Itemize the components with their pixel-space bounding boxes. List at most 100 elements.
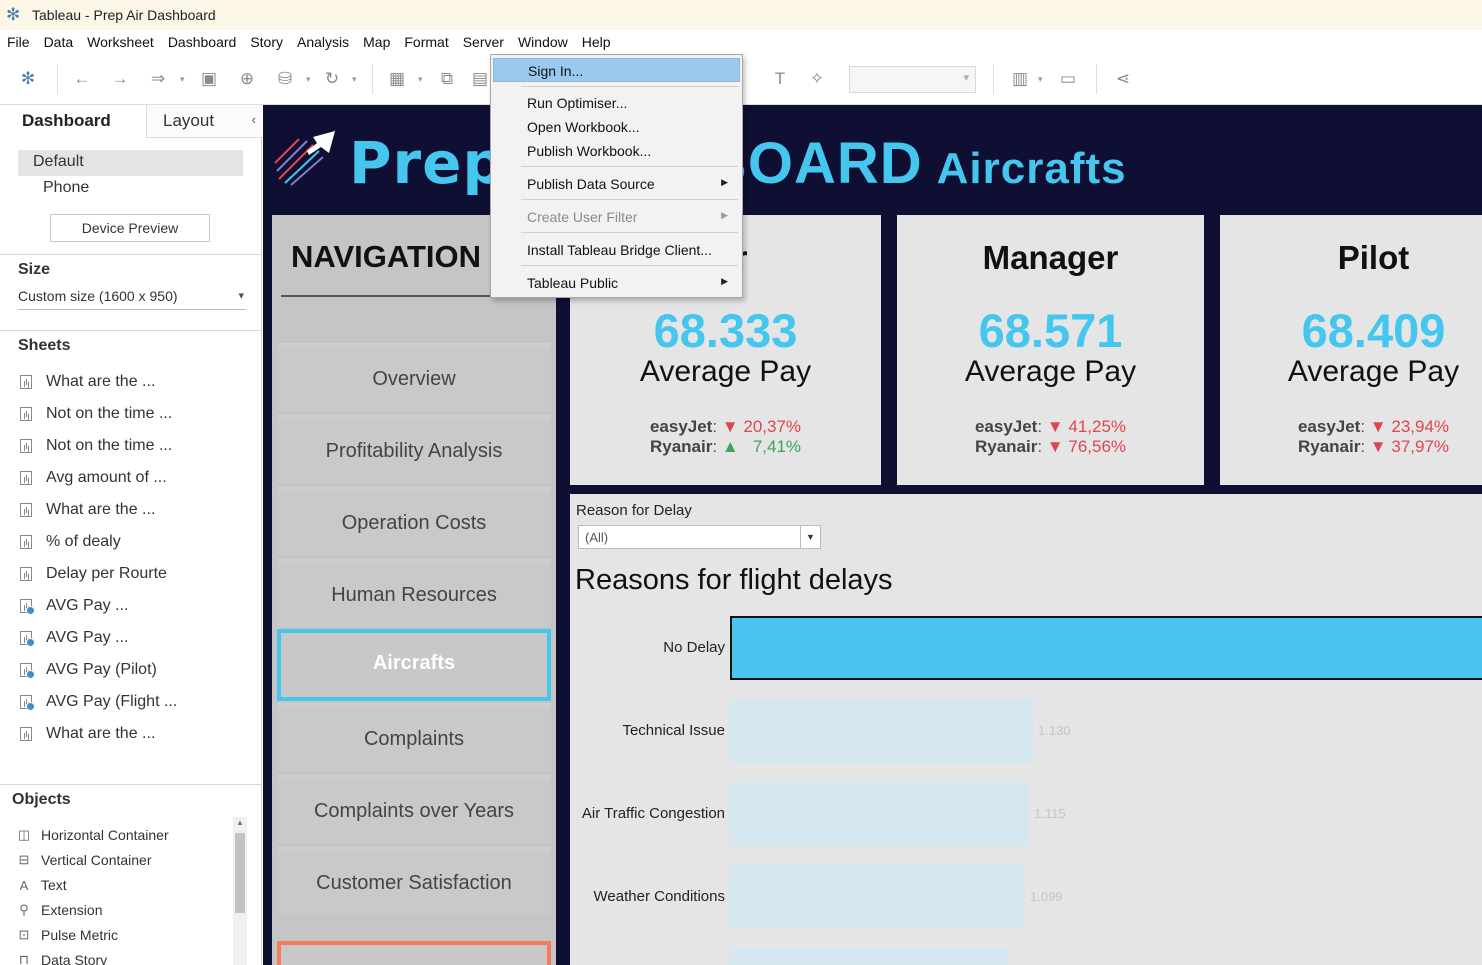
submenu-arrow-icon: ▶ bbox=[721, 177, 728, 187]
redo-icon[interactable]: → bbox=[111, 69, 129, 88]
refresh-dropdown-icon[interactable]: ▾ bbox=[352, 74, 357, 84]
presentation-mode-icon[interactable]: ▭ bbox=[1059, 69, 1077, 88]
clear-sheet-icon[interactable]: ▤ bbox=[471, 69, 489, 88]
share-icon[interactable]: ⋖ bbox=[1115, 69, 1131, 88]
nav-complaints[interactable]: Complaints bbox=[277, 703, 551, 771]
menu-install-bridge-client[interactable]: Install Tableau Bridge Client... bbox=[493, 238, 740, 262]
show-labels-icon[interactable]: T bbox=[774, 69, 786, 88]
chart-bar[interactable] bbox=[730, 948, 1009, 965]
sheet-item[interactable]: AVG Pay ... bbox=[20, 594, 128, 618]
menu-item-label: Publish Workbook... bbox=[527, 143, 652, 159]
side-pane-tabs: Dashboard Layout ‹ bbox=[0, 105, 262, 138]
menu-story[interactable]: Story bbox=[250, 34, 283, 50]
save-icon[interactable]: ▣ bbox=[200, 69, 218, 88]
chart-bar[interactable] bbox=[730, 782, 1029, 846]
new-data-source-icon[interactable]: ⊕ bbox=[239, 69, 255, 88]
bar-value-label: 1.115 bbox=[1034, 806, 1066, 821]
sheet-item[interactable]: AVG Pay (Flight ... bbox=[20, 690, 177, 714]
chart-bar[interactable] bbox=[730, 616, 1482, 680]
duplicate-icon[interactable]: ⧉ bbox=[440, 69, 454, 88]
replay-icon[interactable]: ⇒ bbox=[150, 69, 166, 88]
new-worksheet-dropdown-icon[interactable]: ▾ bbox=[418, 74, 423, 84]
scrollbar-thumb[interactable] bbox=[235, 833, 245, 913]
chevron-down-icon[interactable]: ▼ bbox=[800, 526, 820, 548]
object-item[interactable]: A Text bbox=[16, 874, 67, 896]
size-select-value: Custom size (1600 x 950) bbox=[18, 288, 178, 304]
divider bbox=[0, 330, 261, 331]
tab-dashboard[interactable]: Dashboard bbox=[0, 105, 146, 138]
nav-overview[interactable]: Overview bbox=[277, 343, 551, 411]
sheet-item[interactable]: What are the ... bbox=[20, 498, 155, 522]
menu-file[interactable]: File bbox=[7, 34, 30, 50]
menu-data[interactable]: Data bbox=[43, 34, 74, 50]
sheet-item[interactable]: AVG Pay ... bbox=[20, 626, 128, 650]
tableau-logo-icon[interactable]: ✻ bbox=[20, 69, 36, 88]
sheet-item[interactable]: % of dealy bbox=[20, 530, 121, 554]
navigation-panel: NAVIGATION Overview Profitability Analys… bbox=[272, 215, 556, 965]
nav-human-resources[interactable]: Human Resources bbox=[277, 559, 551, 627]
menu-worksheet[interactable]: Worksheet bbox=[87, 34, 154, 50]
reason-filter-select[interactable]: (All) ▼ bbox=[578, 525, 821, 549]
menu-run-optimiser[interactable]: Run Optimiser... bbox=[493, 91, 740, 115]
filter-value: (All) bbox=[585, 530, 609, 545]
nav-customer-satisfaction[interactable]: Customer Satisfaction bbox=[277, 847, 551, 915]
menu-sign-in[interactable]: Sign In... bbox=[493, 58, 740, 82]
worksheet-icon bbox=[20, 567, 32, 581]
menu-open-workbook[interactable]: Open Workbook... bbox=[493, 115, 740, 139]
menu-analysis[interactable]: Analysis bbox=[297, 34, 350, 50]
objects-scrollbar[interactable]: ▲ bbox=[233, 817, 247, 965]
object-item[interactable]: ⚲ Extension bbox=[16, 899, 102, 921]
sheet-item[interactable]: Not on the time ... bbox=[20, 434, 172, 458]
bar-value-label: 1.099 bbox=[1030, 889, 1063, 904]
nav-aircrafts[interactable]: Aircrafts bbox=[277, 629, 551, 701]
card-value: 68.409 bbox=[1301, 304, 1446, 357]
dashboard-side-pane: Dashboard Layout ‹ Default Phone Device … bbox=[0, 105, 262, 965]
replay-dropdown-icon[interactable]: ▾ bbox=[180, 74, 185, 84]
object-item[interactable]: ⊓ Data Story bbox=[16, 949, 107, 965]
size-section-title: Size bbox=[18, 261, 51, 278]
pin-axes-icon[interactable]: ✧ bbox=[809, 69, 825, 88]
sheet-item[interactable]: Delay per Rourte bbox=[20, 562, 167, 586]
nav-complaints-over-years[interactable]: Complaints over Years bbox=[277, 775, 551, 843]
menu-dashboard[interactable]: Dashboard bbox=[167, 34, 237, 50]
device-default[interactable]: Default bbox=[18, 150, 243, 176]
menu-item-label: Open Workbook... bbox=[527, 119, 640, 135]
nav-orange-button[interactable] bbox=[277, 941, 551, 965]
device-preview-button[interactable]: Device Preview bbox=[50, 214, 210, 242]
menu-window[interactable]: Window bbox=[517, 34, 568, 50]
sheet-item[interactable]: Avg amount of ... bbox=[20, 466, 167, 490]
tableau-app-icon bbox=[6, 6, 24, 24]
menu-map[interactable]: Map bbox=[363, 34, 391, 50]
nav-profitability-analysis[interactable]: Profitability Analysis bbox=[277, 415, 551, 483]
scroll-up-icon[interactable]: ▲ bbox=[236, 818, 244, 827]
pause-updates-icon[interactable]: ⛁ bbox=[277, 69, 293, 88]
menu-help[interactable]: Help bbox=[581, 34, 611, 50]
show-me-icon[interactable]: ▥ bbox=[1011, 69, 1029, 88]
refresh-icon[interactable]: ↻ bbox=[324, 69, 340, 88]
fit-select[interactable] bbox=[849, 66, 976, 93]
object-item[interactable]: ⊡ Pulse Metric bbox=[16, 924, 118, 946]
chart-bar[interactable] bbox=[730, 699, 1033, 763]
device-phone[interactable]: Phone bbox=[43, 179, 90, 196]
menu-publish-workbook[interactable]: Publish Workbook... bbox=[493, 139, 740, 163]
sheet-item[interactable]: What are the ... bbox=[20, 370, 155, 394]
sheet-item[interactable]: What are the ... bbox=[20, 722, 155, 746]
tab-layout[interactable]: Layout ‹ bbox=[146, 105, 262, 138]
show-me-dropdown-icon[interactable]: ▾ bbox=[1038, 74, 1043, 84]
menu-tableau-public[interactable]: Tableau Public ▶ bbox=[493, 271, 740, 295]
pause-dropdown-icon[interactable]: ▾ bbox=[306, 74, 311, 84]
sheet-item[interactable]: Not on the time ... bbox=[20, 402, 172, 426]
object-item[interactable]: ◫ Horizontal Container bbox=[16, 824, 169, 846]
nav-operation-costs[interactable]: Operation Costs bbox=[277, 487, 551, 555]
menu-publish-data-source[interactable]: Publish Data Source ▶ bbox=[493, 172, 740, 196]
collapse-pane-icon[interactable]: ‹ bbox=[251, 112, 256, 127]
chart-bar[interactable] bbox=[730, 865, 1025, 929]
object-item[interactable]: ⊟ Vertical Container bbox=[16, 849, 152, 871]
sheet-item[interactable]: AVG Pay (Pilot) bbox=[20, 658, 157, 682]
undo-icon[interactable]: ← bbox=[73, 69, 91, 88]
size-select[interactable]: Custom size (1600 x 950) bbox=[18, 288, 246, 310]
menu-server[interactable]: Server bbox=[455, 30, 511, 54]
menu-item-label: Install Tableau Bridge Client... bbox=[527, 242, 712, 258]
menu-format[interactable]: Format bbox=[404, 34, 449, 50]
new-worksheet-icon[interactable]: ▦ bbox=[388, 69, 406, 88]
